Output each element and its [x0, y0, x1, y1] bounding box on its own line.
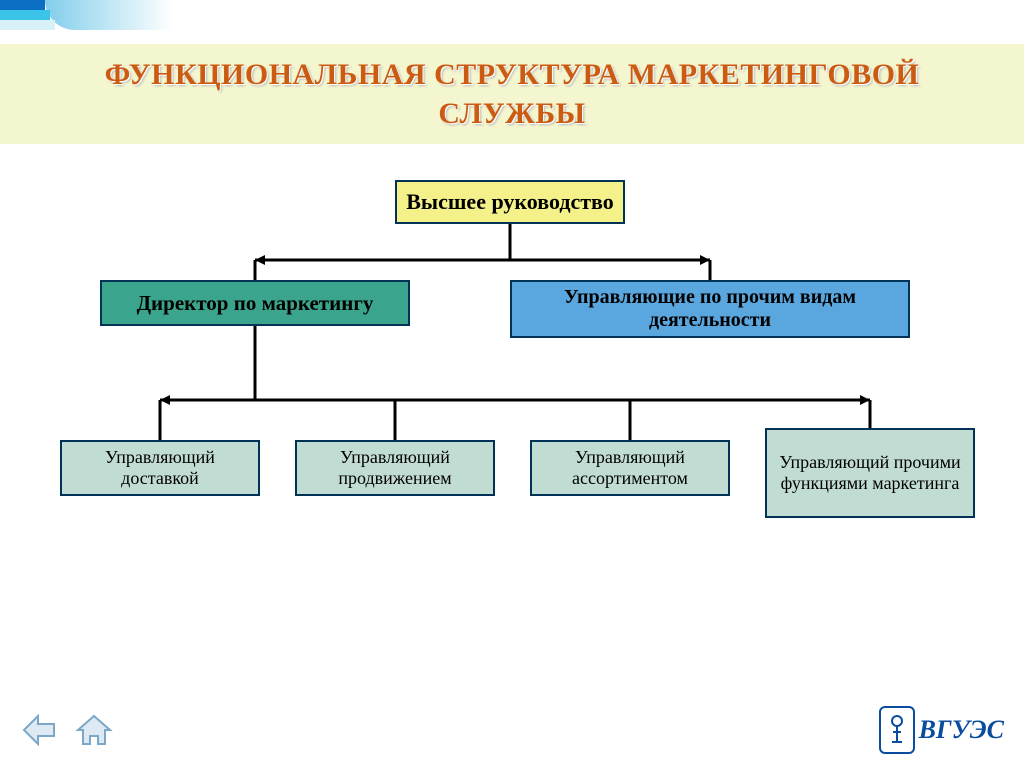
- node-label: Управляющий прочими функциями маркетинга: [773, 452, 967, 493]
- node-other-management: Управляющие по прочим видам деятельности: [510, 280, 910, 338]
- node-label: Директор по маркетингу: [137, 291, 374, 315]
- footer-org-name: ВГУЭС: [919, 715, 1004, 745]
- back-arrow-icon: [20, 712, 60, 748]
- home-icon: [74, 712, 114, 748]
- back-button[interactable]: [20, 712, 60, 748]
- home-button[interactable]: [74, 712, 114, 748]
- nav-controls: [20, 712, 114, 748]
- title-bar: ФУНКЦИОНАЛЬНАЯ СТРУКТУРА МАРКЕТИНГОВОЙ С…: [0, 44, 1024, 144]
- node-marketing-director: Директор по маркетингу: [100, 280, 410, 326]
- node-label: Управляющий продвижением: [303, 447, 487, 488]
- connectors: [0, 160, 1024, 688]
- node-other-functions-manager: Управляющий прочими функциями маркетинга: [765, 428, 975, 518]
- node-assortment-manager: Управляющий ассортиментом: [530, 440, 730, 496]
- corner-logo: [0, 0, 180, 40]
- seal-icon: [879, 706, 915, 754]
- page-title: ФУНКЦИОНАЛЬНАЯ СТРУКТУРА МАРКЕТИНГОВОЙ С…: [40, 55, 984, 133]
- node-label: Управляющий ассортиментом: [538, 447, 722, 488]
- node-delivery-manager: Управляющий доставкой: [60, 440, 260, 496]
- org-chart: Высшее руководство Директор по маркетинг…: [0, 160, 1024, 688]
- node-label: Управляющие по прочим видам деятельности: [518, 286, 902, 332]
- node-promotion-manager: Управляющий продвижением: [295, 440, 495, 496]
- node-label: Высшее руководство: [406, 189, 614, 214]
- footer-logo: ВГУЭС: [879, 706, 1004, 754]
- node-top-management: Высшее руководство: [395, 180, 625, 224]
- node-label: Управляющий доставкой: [68, 447, 252, 488]
